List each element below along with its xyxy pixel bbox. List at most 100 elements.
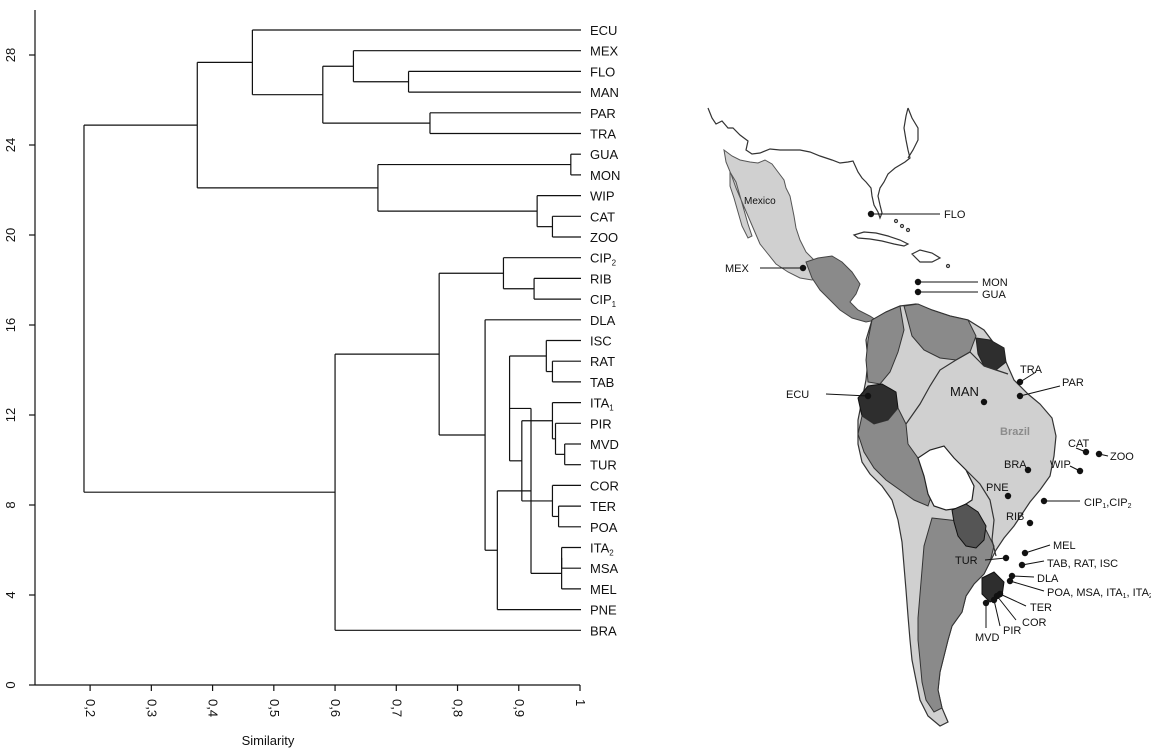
site-cat: CAT [1068,438,1089,456]
x-tick-label: 0,4 [206,699,221,717]
site-gua: GUA [914,288,1007,301]
leaf-label: TRA [590,127,616,142]
site-leader-line [1009,580,1045,592]
leaf-label: ITA1 [590,396,614,413]
site-dot [1002,554,1010,562]
site-dot [1021,549,1029,557]
leaf-label: POA [590,520,618,535]
site-leader-line [984,557,1007,561]
y-tick-label: 4 [3,591,18,598]
site-tur: TUR [955,554,1010,567]
site-tra: TRA [1016,364,1043,386]
site-dot [864,392,872,400]
site-dot [1008,572,1016,580]
leaf-label: COR [590,478,619,493]
site-poa: POA, MSA, ITA1, ITA2 [1006,577,1151,600]
site-dot [1040,497,1048,505]
leaf-label: ITA2 [590,541,614,558]
leaf-label: RIB [590,271,612,286]
hispaniola-outline [910,249,942,263]
site-label: WIP [1050,459,1071,471]
site-leader-line [1024,544,1051,554]
site-ecu: ECU [786,389,872,401]
site-label: MVD [975,632,1000,644]
islet [945,263,951,269]
mexico-label: Mexico [744,196,776,207]
y-tick-label: 16 [3,318,18,332]
leaf-label: MEL [590,582,617,597]
leaf-label: PAR [590,106,616,121]
site-dot [914,278,922,286]
leaf-label: RAT [590,354,615,369]
dendrogram-links [83,29,581,631]
islet [905,227,911,233]
site-leader-line [996,595,1017,621]
site-dot [1026,519,1034,527]
site-label: DLA [1037,573,1059,585]
north-america-coastline [707,107,911,220]
site-dot [1016,378,1024,386]
site-label: ZOO [1110,451,1134,463]
site-dot [1095,450,1103,458]
site-label: ECU [786,389,809,401]
leaf-label: MON [590,168,620,183]
x-tick-label: 1 [573,699,588,706]
site-label: TRA [1020,364,1043,376]
leaf-label: FLO [590,64,615,79]
site-leader-line [993,599,1001,627]
site-label: GUA [982,289,1007,301]
leaf-label: ECU [590,23,617,38]
leaf-label: TER [590,499,616,514]
site-dot [1018,561,1026,569]
site-flo: FLO [867,209,966,221]
x-axis-ticks: 0,2 0,3 0,4 0,5 0,6 0,7 0,8 0,9 1 [83,685,588,717]
y-tick-label: 12 [3,408,18,422]
leaf-label: MAN [590,85,619,100]
site-cip: CIP1,CIP2 [1040,497,1132,510]
y-tick-label: 0 [3,681,18,688]
x-tick-label: 0,7 [389,699,404,717]
brazil-border [905,351,1009,557]
site-label: PIR [1003,625,1021,637]
leaf-label: PIR [590,416,612,431]
site-dot [799,264,807,272]
site-label: MAN [950,384,979,399]
site-zoo: ZOO [1095,450,1134,463]
leaf-labels: ECU MEX FLO MAN PAR TRA GUA MON WIP CAT ZOO CIP2 RIB… [590,23,620,638]
islet [899,223,905,229]
site-mel: MEL [1021,540,1076,557]
site-leader-line [999,593,1027,607]
site-label: CIP1,CIP2 [1084,497,1132,510]
central-america-region [805,255,878,323]
x-tick-label: 0,9 [512,699,527,717]
x-tick-label: 0,2 [83,699,98,717]
site-dot [1006,577,1014,585]
leaf-label: TAB [590,375,614,390]
site-label: COR [1022,617,1047,629]
site-wip: WIP [1050,459,1084,475]
venezuela-region [903,303,977,361]
leaf-label: GUA [590,147,619,162]
site-bra: BRA [1004,459,1032,474]
site-dot [1004,492,1012,500]
site-label: CAT [1068,438,1089,450]
site-label: TUR [955,555,978,567]
site-label: BRA [1004,459,1027,471]
x-tick-label: 0,5 [267,699,282,717]
site-label: PAR [1062,377,1084,389]
site-dot [867,210,875,218]
site-pne: PNE [986,482,1012,500]
y-tick-label: 20 [3,228,18,242]
site-label: MON [982,277,1008,289]
y-tick-label: 28 [3,48,18,62]
islet [893,218,899,224]
site-rib: RIB [1006,511,1034,527]
site-ter: TER [996,590,1052,614]
leaf-label: ZOO [590,230,618,245]
site-dot [990,596,998,604]
site-leader-line [1011,575,1035,578]
site-leader-line [1021,560,1045,566]
